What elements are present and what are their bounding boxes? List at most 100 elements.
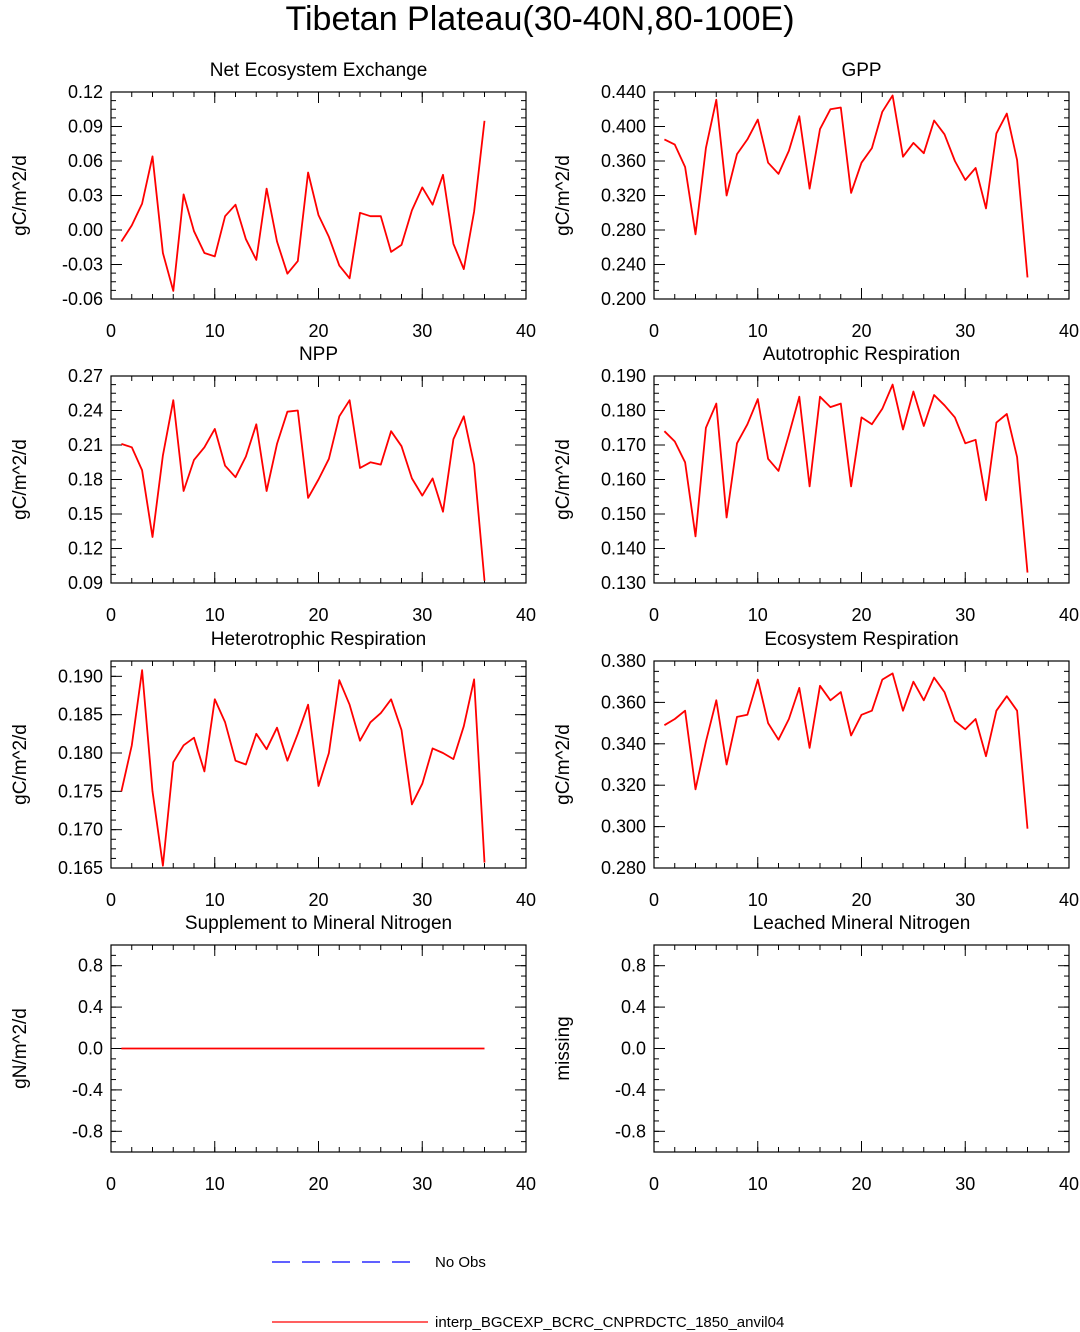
plot-frame [110, 375, 527, 584]
y-tick-label: 0.150 [601, 504, 646, 524]
series-line [663, 383, 1029, 573]
series-line [120, 669, 486, 867]
panel-title: Leached Mineral Nitrogen [753, 913, 971, 934]
panel-1: Net Ecosystem Exchange gC/m^2/d 0 10 20 30 40 -… [10, 60, 536, 341]
x-tick-label: 40 [516, 1174, 536, 1194]
figure-title: Tibetan Plateau(30-40N,80-100E) [285, 0, 794, 38]
x-tick-label: 30 [412, 1174, 432, 1194]
x-tick-label: 40 [1059, 890, 1079, 910]
series-line [663, 672, 1029, 829]
y-tick-label: 0.280 [601, 220, 646, 240]
x-tick-label: 10 [205, 321, 225, 341]
y-tick-label: 0.140 [601, 539, 646, 559]
y-axis-label: gC/m^2/d [553, 724, 574, 805]
y-tick-label: 0.130 [601, 573, 646, 593]
y-tick-label: 0.190 [601, 366, 646, 386]
y-tick-label: 0.12 [68, 82, 103, 102]
x-tick-label: 10 [748, 890, 768, 910]
y-tick-label: 0.175 [58, 781, 103, 801]
panel-title: GPP [841, 60, 881, 81]
y-axis-label: gC/m^2/d [10, 155, 31, 236]
x-tick-label: 0 [106, 321, 116, 341]
y-tick-label: 0.360 [601, 692, 646, 712]
x-tick-label: 30 [955, 321, 975, 341]
y-axis-label: gC/m^2/d [10, 724, 31, 805]
y-tick-label: 0.4 [621, 997, 646, 1017]
y-tick-label: -0.4 [615, 1080, 646, 1100]
panel-5: Heterotrophic Respiration gC/m^2/d 0 10 20 30… [10, 629, 536, 910]
plot-frame [653, 660, 1070, 869]
y-tick-label: -0.4 [72, 1080, 103, 1100]
series-line [121, 399, 486, 581]
plot-frame [653, 91, 1070, 300]
y-tick-label: 0.21 [68, 435, 103, 455]
x-tick-label: 20 [308, 321, 328, 341]
y-tick-label: 0.200 [601, 289, 646, 309]
y-tick-label: -0.06 [62, 289, 103, 309]
y-tick-label: 0.360 [601, 151, 646, 171]
x-tick-label: 10 [748, 605, 768, 625]
y-tick-label: 0.320 [601, 186, 646, 206]
x-tick-label: 10 [205, 605, 225, 625]
y-tick-label: 0.180 [601, 401, 646, 421]
panels: Net Ecosystem Exchange gC/m^2/d 0 10 20 30 40 -… [10, 60, 1079, 1194]
x-tick-label: 40 [1059, 1174, 1079, 1194]
series-line [120, 120, 486, 292]
y-tick-label: 0.160 [601, 470, 646, 490]
y-tick-label: -0.8 [615, 1121, 646, 1141]
y-tick-label: 0.440 [601, 82, 646, 102]
x-tick-label: 30 [955, 890, 975, 910]
x-tick-label: 20 [851, 890, 871, 910]
panel-3: NPP gC/m^2/d 0 10 20 30 40 0.09 0.12 0.15 0.18 0.21… [10, 344, 536, 625]
x-tick-label: 20 [851, 605, 871, 625]
y-tick-label: 0.8 [621, 956, 646, 976]
x-tick-label: 0 [649, 605, 659, 625]
x-tick-label: 0 [106, 1174, 116, 1194]
y-tick-label: 0.09 [68, 117, 103, 137]
y-tick-label: -0.8 [72, 1121, 103, 1141]
panel-title: Ecosystem Respiration [764, 629, 958, 650]
panel-title: Autotrophic Respiration [763, 344, 961, 365]
legend-obs-label: No Obs [435, 1254, 486, 1271]
y-axis-label: gN/m^2/d [10, 1008, 31, 1089]
y-tick-label: -0.03 [62, 255, 103, 275]
y-tick-label: 0.280 [601, 858, 646, 878]
y-tick-label: 0.320 [601, 775, 646, 795]
y-tick-label: 0.0 [621, 1039, 646, 1059]
plot-frame [110, 91, 527, 300]
x-tick-label: 0 [106, 890, 116, 910]
panel-4: Autotrophic Respiration gC/m^2/d 0 10 20 30 40… [553, 344, 1079, 625]
y-tick-label: 0.03 [68, 186, 103, 206]
plot-frame [653, 944, 1070, 1153]
y-tick-label: 0.8 [78, 956, 103, 976]
y-tick-label: 0.18 [68, 470, 103, 490]
x-tick-label: 40 [1059, 605, 1079, 625]
plot-frame [653, 375, 1070, 584]
y-tick-label: 0.240 [601, 255, 646, 275]
y-tick-label: 0.0 [78, 1039, 103, 1059]
y-axis-label: gC/m^2/d [10, 439, 31, 520]
x-tick-label: 10 [748, 321, 768, 341]
y-tick-label: 0.12 [68, 539, 103, 559]
x-tick-label: 30 [412, 605, 432, 625]
x-tick-label: 40 [516, 605, 536, 625]
y-tick-label: 0.24 [68, 401, 103, 421]
x-tick-label: 40 [1059, 321, 1079, 341]
series-line [663, 94, 1029, 278]
x-tick-label: 30 [412, 890, 432, 910]
x-tick-label: 0 [649, 1174, 659, 1194]
y-axis-label: gC/m^2/d [553, 155, 574, 236]
x-tick-label: 20 [851, 321, 871, 341]
x-tick-label: 10 [205, 890, 225, 910]
plot-frame [110, 660, 527, 869]
panel-title: Net Ecosystem Exchange [210, 60, 428, 81]
y-tick-label: 0.170 [58, 820, 103, 840]
x-tick-label: 0 [649, 890, 659, 910]
y-tick-label: 0.300 [601, 817, 646, 837]
x-tick-label: 40 [516, 890, 536, 910]
y-tick-label: 0.165 [58, 858, 103, 878]
panel-2: GPP gC/m^2/d 0 10 20 30 40 0.200 0.240 0.280 0.320… [553, 60, 1079, 341]
x-tick-label: 0 [106, 605, 116, 625]
y-tick-label: 0.380 [601, 651, 646, 671]
